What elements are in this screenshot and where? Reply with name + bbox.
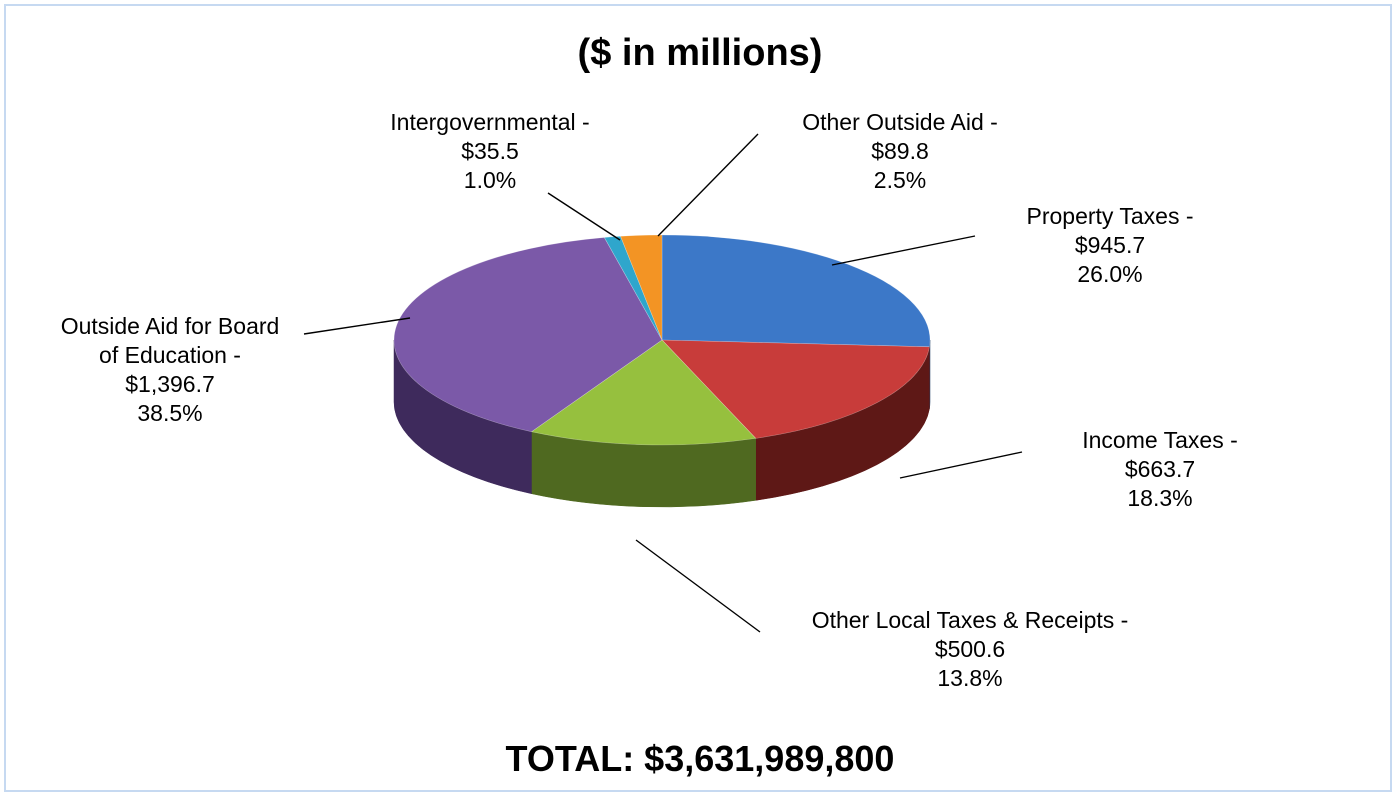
pie-slice-4 [603, 235, 663, 341]
label-percent: 1.0% [463, 167, 517, 193]
pie-sides [393, 339, 931, 508]
label-value: $663.7 [1124, 456, 1196, 482]
label-property-taxes: Property Taxes - $945.7 26.0% [990, 202, 1230, 289]
label-name: Intergovernmental - [390, 109, 590, 135]
label-percent: 26.0% [1077, 261, 1143, 287]
pie-side-3 [393, 339, 532, 495]
label-name: Property Taxes - [1026, 203, 1194, 229]
chart-total: TOTAL: $3,631,989,800 [505, 738, 895, 779]
leader-line-4 [547, 192, 621, 241]
label-other-outside-aid: Other Outside Aid - $89.8 2.5% [770, 108, 1030, 195]
label-percent: 13.8% [937, 665, 1003, 691]
label-value: $1,396.7 [125, 371, 215, 397]
label-value: $945.7 [1074, 232, 1146, 258]
leader-line-5 [657, 133, 759, 237]
label-value: $500.6 [934, 636, 1006, 662]
label-intergovernmental: Intergovernmental - $35.5 1.0% [370, 108, 610, 195]
label-percent: 18.3% [1127, 485, 1193, 511]
pie-slice-3 [393, 237, 663, 433]
pie-tops [393, 234, 931, 446]
label-value: $35.5 [461, 138, 519, 164]
pie-slice-2 [530, 339, 757, 446]
label-name: Income Taxes - [1082, 427, 1238, 453]
label-name-line2: of Education - [99, 342, 241, 368]
label-name: Other Outside Aid - [802, 109, 998, 135]
pie-slice-5 [620, 234, 663, 341]
pie-slice-1 [661, 339, 930, 439]
label-value: $89.8 [871, 138, 929, 164]
pie-slice-0 [661, 234, 931, 348]
chart-title: ($ in millions) [577, 32, 823, 74]
label-other-local-taxes: Other Local Taxes & Receipts - $500.6 13… [760, 606, 1180, 693]
leader-line-2 [635, 539, 761, 633]
label-outside-aid-board-education: Outside Aid for Board of Education - $1,… [20, 312, 320, 428]
leader-line-0 [831, 235, 976, 266]
label-name: Other Local Taxes & Receipts - [811, 607, 1129, 633]
label-income-taxes: Income Taxes - $663.7 18.3% [1040, 426, 1280, 513]
leader-line-3 [303, 317, 411, 335]
label-percent: 2.5% [873, 167, 927, 193]
label-name-line1: Outside Aid for Board [60, 313, 280, 339]
leader-line-1 [899, 451, 1023, 479]
leader-lines [303, 133, 1023, 633]
label-percent: 38.5% [137, 400, 203, 426]
